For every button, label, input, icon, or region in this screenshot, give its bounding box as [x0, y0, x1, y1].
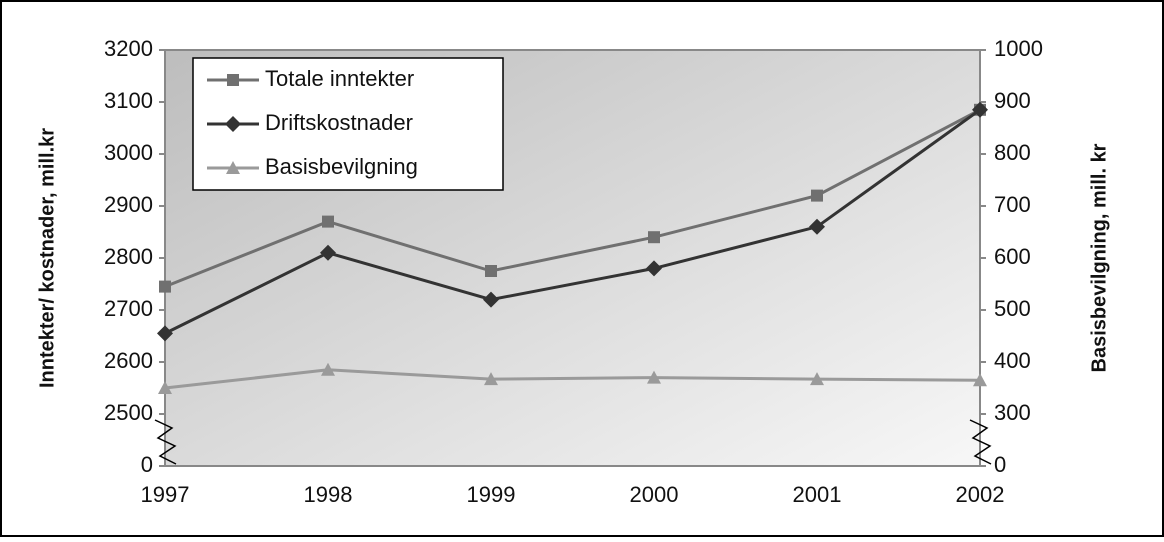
y2-tick-label: 300 — [994, 400, 1031, 425]
x-tick-label: 2000 — [630, 482, 679, 507]
series-line — [164, 368, 981, 390]
y-tick-label: 3200 — [104, 36, 153, 61]
y-tick-label: 3000 — [104, 140, 153, 165]
y-tick-label: 2800 — [104, 244, 153, 269]
y2-tick-label: 400 — [994, 348, 1031, 373]
y-axis-title: Inntekter/ kostnader, mill.kr — [36, 128, 58, 388]
y2-tick-label: 1000 — [994, 36, 1043, 61]
y2-axis-title: Basisbevilgning, mill. kr — [1088, 143, 1110, 372]
y-tick-label: 2700 — [104, 296, 153, 321]
x-tick-label: 2001 — [793, 482, 842, 507]
y-tick-label: 2900 — [104, 192, 153, 217]
series-line — [164, 108, 981, 335]
legend-label: Driftskostnader — [265, 110, 413, 135]
marker — [226, 161, 240, 174]
y2-tick-label: 700 — [994, 192, 1031, 217]
marker — [483, 291, 499, 308]
y-tick-label: 0 — [141, 452, 153, 477]
marker — [158, 381, 172, 394]
marker — [973, 373, 987, 387]
y2-tick-label: 900 — [994, 88, 1031, 113]
marker — [485, 265, 497, 277]
marker — [322, 215, 334, 228]
y2-tick-label: 0 — [994, 452, 1006, 477]
marker — [647, 370, 661, 384]
marker — [648, 231, 660, 244]
y-tick-label: 2600 — [104, 348, 153, 373]
legend-label: Totale inntekter — [265, 66, 414, 91]
marker — [320, 244, 336, 261]
marker — [809, 218, 825, 235]
series-line — [164, 108, 981, 288]
marker — [157, 325, 173, 342]
marker — [159, 280, 171, 293]
marker — [811, 189, 823, 202]
x-tick-label: 1999 — [467, 482, 516, 507]
marker — [484, 372, 498, 386]
x-tick-label: 1997 — [141, 482, 190, 507]
axis-break — [154, 419, 992, 465]
marker — [646, 260, 662, 277]
marker — [972, 101, 988, 118]
legend-label: Basisbevilgning — [265, 154, 418, 179]
y-tick-label: 2500 — [104, 400, 153, 425]
y-tick-label: 3100 — [104, 88, 153, 113]
y2-tick-label: 800 — [994, 140, 1031, 165]
x-tick-label: 1998 — [304, 482, 353, 507]
marker — [321, 362, 335, 376]
marker — [227, 74, 239, 86]
marker — [810, 372, 824, 386]
y2-tick-label: 500 — [994, 296, 1031, 321]
marker — [225, 116, 241, 132]
y2-tick-label: 600 — [994, 244, 1031, 269]
x-tick-label: 2002 — [956, 482, 1005, 507]
